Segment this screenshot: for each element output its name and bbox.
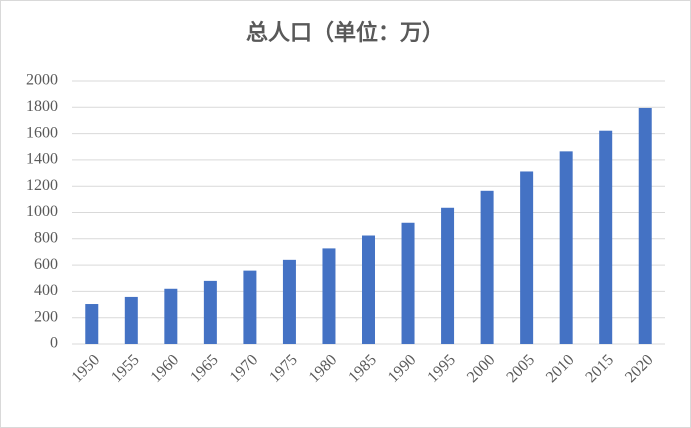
y-tick-label: 200 [34,308,58,325]
y-tick-label: 1200 [26,177,58,194]
bar [638,107,652,345]
y-tick-label: 400 [34,282,58,299]
y-tick-label: 0 [50,335,58,352]
bar [599,130,613,344]
chart-title: 总人口（单位：万） [246,20,444,45]
bar [480,190,494,344]
bar [124,296,138,344]
y-tick-label: 600 [34,256,58,273]
y-tick-label: 2000 [26,72,58,89]
bar [322,248,336,344]
bar [559,151,573,344]
y-tick-label: 1600 [26,124,58,141]
bar [85,304,99,344]
bar [401,222,415,344]
y-tick-label: 1800 [26,98,58,115]
bar [520,171,534,344]
bar [203,280,217,344]
y-tick-label: 800 [34,229,58,246]
bar [164,288,178,344]
bar [243,270,257,344]
y-tick-label: 1400 [26,151,58,168]
y-tick-label: 1000 [26,203,58,220]
bar [441,207,455,344]
bar [362,235,375,344]
bar [282,259,296,344]
